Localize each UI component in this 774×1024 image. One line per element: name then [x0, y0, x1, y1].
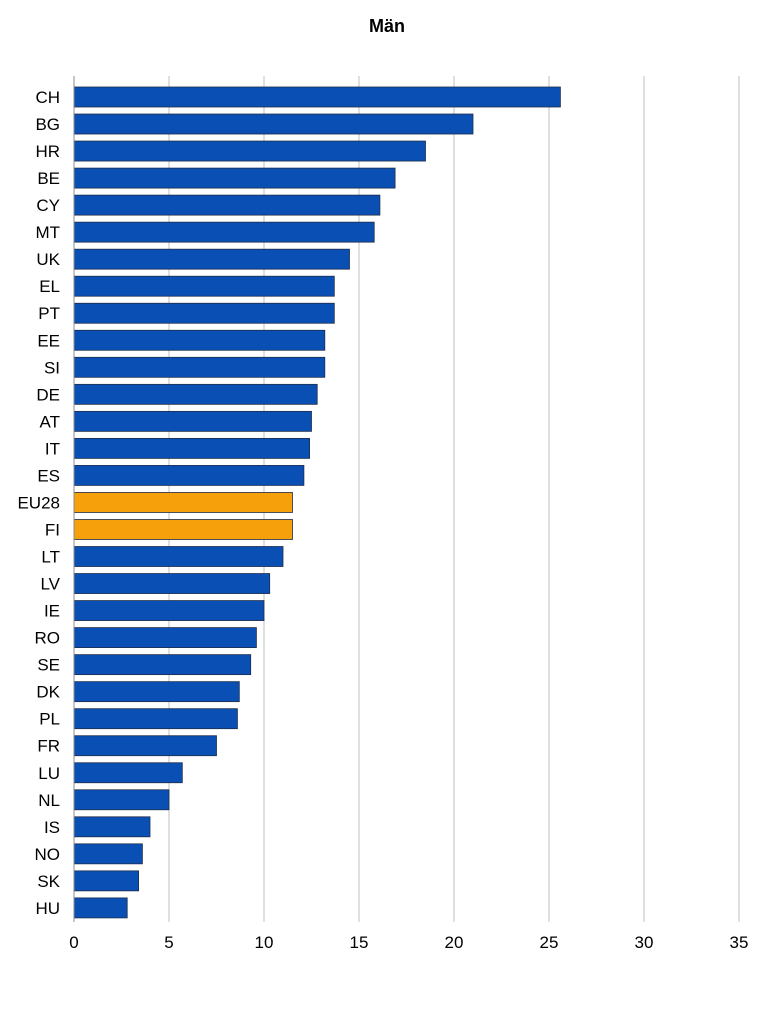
bar-is	[73, 816, 151, 838]
bar-de	[73, 383, 318, 405]
category-label-hr: HR	[35, 142, 60, 161]
category-label-cy: CY	[36, 196, 60, 215]
bar-at	[73, 410, 312, 432]
category-label-eu28: EU28	[17, 493, 60, 512]
category-label-es: ES	[37, 466, 60, 485]
category-label-dk: DK	[36, 683, 60, 702]
category-label-at: AT	[40, 412, 60, 431]
bar-pl	[73, 708, 238, 730]
x-tick-label: 30	[635, 933, 654, 952]
category-label-no: NO	[35, 845, 61, 864]
bar-hu	[73, 897, 128, 919]
bar-nl	[73, 789, 170, 811]
category-label-ie: IE	[44, 602, 60, 621]
bar-ch	[73, 86, 561, 108]
category-label-el: EL	[39, 277, 60, 296]
category-label-mt: MT	[35, 223, 60, 242]
category-label-lv: LV	[40, 575, 60, 594]
category-label-is: IS	[44, 818, 60, 837]
bar-si	[73, 356, 326, 378]
bar-eu28	[73, 492, 293, 513]
bar-sk	[73, 870, 139, 892]
bar-bg	[73, 113, 474, 135]
bar-dk	[73, 681, 240, 703]
category-label-bg: BG	[35, 115, 60, 134]
x-tick-label: 15	[350, 933, 369, 952]
category-label-pl: PL	[39, 710, 60, 729]
category-label-it: IT	[45, 439, 60, 458]
bar-it	[73, 437, 311, 459]
bar-be	[73, 167, 396, 189]
category-label-sk: SK	[37, 872, 60, 891]
bars	[73, 86, 561, 919]
category-label-se: SE	[37, 656, 60, 675]
bar-lv	[73, 573, 271, 594]
x-tick-labels: 0 5 10 15 20 25 30 35	[69, 933, 748, 952]
category-label-de: DE	[36, 385, 60, 404]
category-label-nl: NL	[38, 791, 60, 810]
x-tick-label: 10	[255, 933, 274, 952]
category-labels: CH BG HR BE CY MT UK EL PT EE SI DE AT IT ES EU28 FI LT LV…	[17, 88, 60, 918]
category-label-lu: LU	[38, 764, 60, 783]
bar-cy	[73, 194, 381, 216]
bar-uk	[73, 248, 350, 270]
category-label-ro: RO	[35, 629, 61, 648]
x-tick-label: 0	[69, 933, 78, 952]
bar-ee	[73, 329, 326, 351]
category-label-lt: LT	[41, 548, 60, 567]
category-label-fi: FI	[45, 520, 60, 539]
bar-lu	[73, 762, 183, 784]
category-label-pt: PT	[38, 304, 60, 323]
bar-lt	[73, 546, 284, 567]
x-tick-label: 5	[164, 933, 173, 952]
bar-es	[73, 465, 305, 486]
bar-hr	[73, 140, 426, 162]
bar-fr	[73, 735, 217, 757]
category-label-hu: HU	[35, 899, 60, 918]
bar-pt	[73, 302, 335, 324]
category-label-ee: EE	[37, 331, 60, 350]
x-tick-label: 25	[540, 933, 559, 952]
category-label-uk: UK	[36, 250, 60, 269]
x-tick-label: 20	[445, 933, 464, 952]
category-label-fr: FR	[37, 737, 60, 756]
bar-ie	[73, 600, 265, 621]
bar-mt	[73, 221, 375, 243]
category-label-ch: CH	[35, 88, 60, 107]
category-label-si: SI	[44, 358, 60, 377]
bar-ro	[73, 627, 257, 648]
bar-se	[73, 654, 252, 676]
bar-no	[73, 843, 143, 865]
chart-title: Män	[369, 16, 405, 36]
x-tick-label: 35	[730, 933, 749, 952]
category-label-be: BE	[37, 169, 60, 188]
bar-el	[73, 275, 335, 297]
bar-fi	[73, 519, 293, 540]
